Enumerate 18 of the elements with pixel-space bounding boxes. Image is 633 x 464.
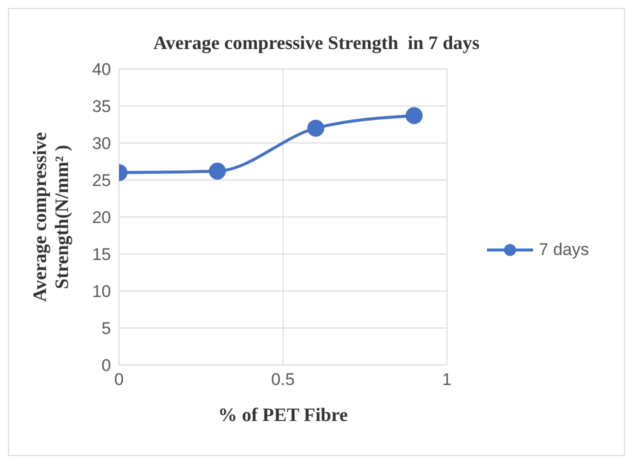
y-tick-label: 5 (102, 319, 111, 338)
point (307, 120, 324, 137)
legend-label: 7 days (538, 240, 589, 260)
chart-title: Average compressive Strength in 7 days (152, 33, 481, 55)
y-tick-label: 30 (92, 134, 111, 154)
y-tick-label: 0 (102, 356, 111, 376)
x-tick-label: 0.5 (271, 370, 295, 390)
x-tick-label: 0 (114, 370, 124, 390)
y-tick-label: 25 (92, 171, 111, 190)
y-tick-label: 40 (92, 60, 111, 80)
y-tick-label: 10 (92, 282, 111, 302)
y-tick-label: 20 (92, 208, 111, 228)
x-tick-label: 1 (442, 370, 452, 390)
x-axis-title: % of PET Fibre (218, 405, 348, 426)
y-tick-label: 15 (92, 245, 111, 264)
y-axis-title: Average compressive Strength(N/mm² ) (30, 132, 73, 302)
point (406, 107, 423, 124)
y-tick-label: 35 (92, 97, 111, 116)
